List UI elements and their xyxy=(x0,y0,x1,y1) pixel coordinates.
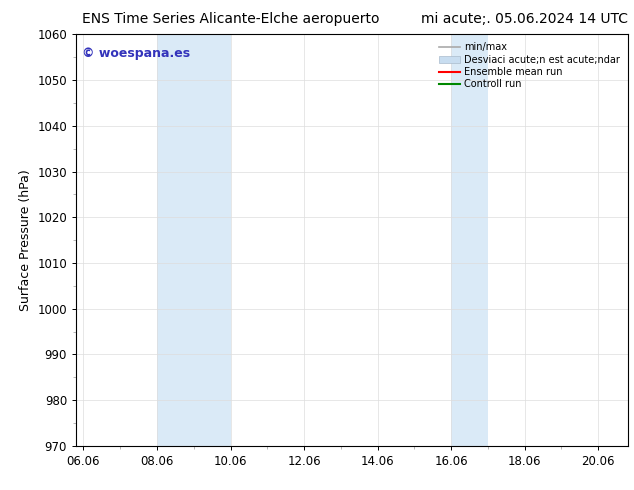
Text: © woespana.es: © woespana.es xyxy=(82,47,190,60)
Text: mi acute;. 05.06.2024 14 UTC: mi acute;. 05.06.2024 14 UTC xyxy=(421,12,628,26)
Legend: min/max, Desviaci acute;n est acute;ndar, Ensemble mean run, Controll run: min/max, Desviaci acute;n est acute;ndar… xyxy=(436,39,623,92)
Bar xyxy=(451,34,488,446)
Y-axis label: Surface Pressure (hPa): Surface Pressure (hPa) xyxy=(19,169,32,311)
Bar xyxy=(157,34,231,446)
Text: ENS Time Series Alicante-Elche aeropuerto: ENS Time Series Alicante-Elche aeropuert… xyxy=(82,12,380,26)
